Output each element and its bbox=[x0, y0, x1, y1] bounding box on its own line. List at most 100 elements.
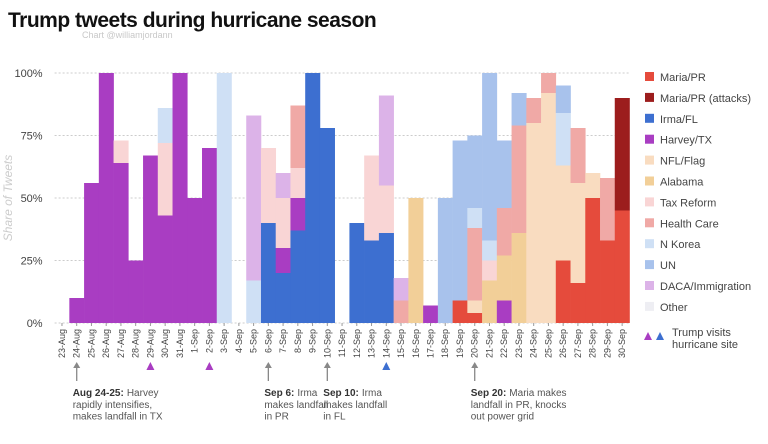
x-tick-label: 10-Sep bbox=[322, 329, 332, 358]
x-tick-label: 26-Aug bbox=[101, 329, 111, 358]
bar-segment bbox=[467, 228, 483, 301]
bar-segment bbox=[290, 105, 306, 168]
legend-label: Other bbox=[660, 302, 688, 314]
bar-segment bbox=[202, 148, 218, 323]
x-tick-label: 19-Sep bbox=[455, 329, 465, 358]
annotation: Aug 24-25: Harvey bbox=[73, 388, 159, 399]
annotation: Sep 20: Maria makes bbox=[471, 388, 567, 399]
bar-segment bbox=[526, 98, 542, 123]
bar-segment bbox=[482, 280, 498, 323]
legend-swatch bbox=[645, 301, 654, 311]
x-tick-label: 30-Sep bbox=[617, 329, 627, 358]
y-tick-label: 75% bbox=[21, 131, 43, 143]
bar-segment bbox=[614, 98, 630, 211]
legend-label: UN bbox=[660, 260, 676, 272]
x-tick-label: 31-Aug bbox=[175, 329, 185, 358]
annotation-arrowhead bbox=[471, 362, 479, 368]
annotation-head: Sep 6: bbox=[264, 388, 294, 399]
x-tick-label: 16-Sep bbox=[411, 329, 421, 358]
bar-segment bbox=[378, 95, 394, 186]
x-tick-label: 9-Sep bbox=[308, 329, 318, 353]
annotation-text: Harvey bbox=[127, 388, 159, 399]
x-tick-label: 27-Sep bbox=[573, 329, 583, 358]
visit-marker bbox=[644, 332, 652, 340]
legend-label: DACA/Immigration bbox=[660, 281, 751, 293]
x-tick-label: 6-Sep bbox=[263, 329, 273, 353]
bar-segment bbox=[69, 298, 85, 323]
x-tick-label: 1-Sep bbox=[190, 329, 200, 353]
bar-segment bbox=[393, 300, 409, 323]
x-tick-label: 26-Sep bbox=[558, 329, 568, 358]
x-tick-label: 24-Sep bbox=[529, 329, 539, 358]
annotation: makes landfall in TX bbox=[73, 412, 163, 423]
x-tick-label: 28-Sep bbox=[588, 329, 598, 358]
bar-segment bbox=[157, 215, 173, 323]
chart-subtitle: Chart @williamjordann bbox=[82, 30, 173, 40]
bar-segment bbox=[364, 155, 380, 241]
annotation: landfall in PR, knocks bbox=[471, 400, 567, 411]
legend-label: Maria/PR (attacks) bbox=[660, 93, 751, 105]
bar-segment bbox=[570, 183, 586, 283]
x-tick-label: 24-Aug bbox=[72, 329, 82, 358]
bar-segment bbox=[275, 173, 291, 198]
y-axis-label: Share of Tweets bbox=[1, 155, 15, 241]
legend-label: Tax Reform bbox=[660, 197, 716, 209]
bar-segment bbox=[246, 280, 262, 323]
bar-segment bbox=[496, 208, 512, 256]
x-tick-label: 17-Sep bbox=[425, 329, 435, 358]
bar-segment bbox=[555, 113, 571, 166]
bar-segment bbox=[467, 313, 483, 323]
x-tick-label: 29-Sep bbox=[602, 329, 612, 358]
bar-segment bbox=[290, 230, 306, 323]
bar-segment bbox=[496, 300, 512, 323]
bar-segment bbox=[290, 168, 306, 198]
legend-swatch bbox=[645, 176, 654, 186]
bar-segment bbox=[437, 198, 453, 323]
bar-segment bbox=[482, 73, 498, 241]
bar-segment bbox=[496, 255, 512, 301]
bar-segment bbox=[393, 278, 409, 301]
x-tick-label: 8-Sep bbox=[293, 329, 303, 353]
legend-label: N Korea bbox=[660, 239, 701, 251]
bar-segment bbox=[143, 155, 159, 323]
legend-label: NFL/Flag bbox=[660, 156, 705, 168]
bar-segment bbox=[452, 140, 468, 301]
legend-swatch bbox=[645, 113, 654, 123]
x-tick-label: 30-Aug bbox=[160, 329, 170, 358]
annotation-text: Irma bbox=[362, 388, 382, 399]
legend-label: Harvey/TX bbox=[660, 135, 713, 147]
annotation: out power grid bbox=[471, 412, 534, 423]
annotation-head: Sep 20: bbox=[471, 388, 507, 399]
legend-swatch bbox=[645, 239, 654, 249]
bar-segment bbox=[570, 128, 586, 183]
bar-segment bbox=[216, 73, 232, 323]
bar-segment bbox=[555, 260, 571, 323]
bar-segment bbox=[378, 185, 394, 233]
bar-segment bbox=[260, 148, 277, 223]
annotation-arrowhead bbox=[73, 362, 81, 368]
bar-segment bbox=[423, 305, 439, 323]
bar-segment bbox=[275, 273, 291, 323]
bar-segment bbox=[526, 123, 542, 323]
annotation-head: Aug 24-25: bbox=[73, 388, 124, 399]
legend-label: hurricane site bbox=[672, 339, 738, 351]
y-tick-label: 0% bbox=[27, 318, 43, 330]
annotation: makes landfall bbox=[264, 400, 328, 411]
annotation: rapidly intensifies, bbox=[73, 400, 152, 411]
legend-swatch bbox=[645, 92, 654, 102]
bar-segment bbox=[172, 73, 188, 323]
visit-marker bbox=[205, 362, 214, 370]
bar-segment bbox=[349, 223, 365, 323]
legend-swatch bbox=[645, 197, 654, 207]
bar-segment bbox=[541, 73, 557, 93]
x-tick-label: 5-Sep bbox=[249, 329, 259, 353]
annotation-head: Sep 10: bbox=[323, 388, 359, 399]
bar-segment bbox=[275, 248, 291, 273]
y-tick-label: 50% bbox=[21, 193, 43, 205]
x-tick-label: 20-Sep bbox=[470, 329, 480, 358]
x-tick-label: 28-Aug bbox=[131, 329, 141, 358]
x-tick-label: 22-Sep bbox=[499, 329, 509, 358]
legend-swatch bbox=[645, 72, 654, 81]
bar-segment bbox=[482, 260, 498, 281]
